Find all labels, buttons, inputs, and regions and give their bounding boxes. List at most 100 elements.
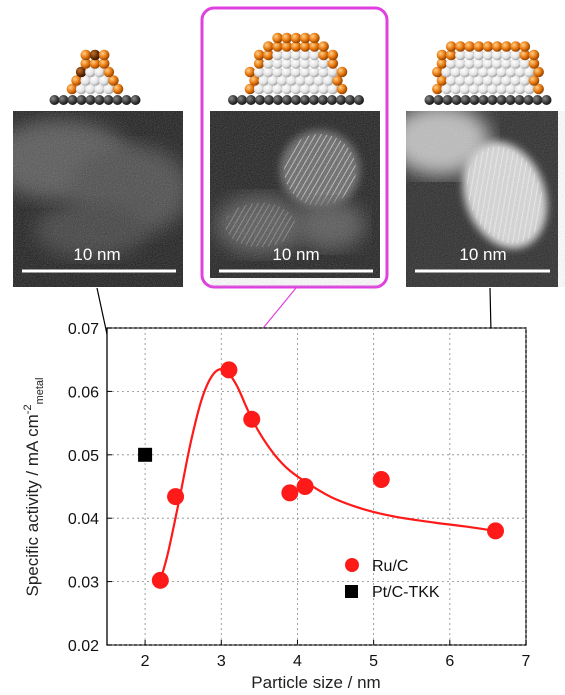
point-ru-c — [281, 484, 299, 502]
particle-atom — [299, 58, 311, 69]
particle-atom — [290, 49, 302, 61]
particle-atom — [436, 49, 448, 61]
y-axis-label-main: Specific activity / mA cm — [23, 414, 42, 596]
x-tick-label: 3 — [217, 653, 226, 670]
particle-atom — [290, 58, 302, 69]
particle-atom — [318, 49, 329, 61]
particle-atom — [299, 32, 311, 44]
particle-atom — [103, 83, 115, 95]
trend-curve — [159, 367, 496, 581]
particle-atom — [281, 66, 293, 78]
particle-atom — [482, 75, 494, 86]
x-tick-label: 7 — [522, 653, 531, 670]
particle-atom — [89, 58, 101, 69]
micrograph-large: 10 nm — [406, 111, 565, 287]
support-atom — [433, 95, 444, 105]
x-tick-label: 6 — [445, 653, 454, 670]
particle-atom — [327, 83, 339, 95]
particle-atom — [519, 75, 531, 86]
support-atom — [85, 95, 96, 105]
support-atom — [523, 95, 534, 105]
particle-atom — [263, 58, 274, 69]
particle-atom — [281, 83, 293, 95]
particle-atom — [98, 75, 110, 86]
support-atom — [103, 95, 114, 105]
y-axis-label-sup: -2 — [22, 404, 34, 414]
particle-atom — [482, 58, 494, 69]
particle-atom — [80, 58, 92, 69]
particle-atom — [290, 41, 302, 52]
particle-atom — [85, 66, 96, 78]
support-atom — [451, 95, 462, 105]
particle-atom — [450, 66, 462, 78]
particle-atom — [281, 41, 293, 52]
particle-atom — [336, 66, 348, 78]
y-axis-label: Specific activity / mA cm-2metal — [22, 377, 46, 596]
particle-atom — [318, 66, 329, 78]
scale-bar-label: 10 nm — [272, 245, 319, 264]
particle-atom — [436, 58, 448, 69]
micrograph-small: 10 nm — [13, 111, 183, 287]
particle-atom — [519, 49, 531, 61]
particle-atom — [108, 75, 119, 86]
legend: Ru/C Pt/C-TKK — [345, 558, 440, 601]
x-tick-labels: 2 3 4 5 6 7 — [141, 653, 531, 670]
particle-atom — [478, 66, 489, 78]
particle-atom — [295, 75, 306, 86]
support-atom — [532, 95, 543, 105]
support-atom — [300, 95, 310, 105]
particle-atom — [519, 58, 531, 69]
support-atom — [541, 95, 552, 105]
particle-atom — [432, 83, 443, 95]
particle-atom — [85, 83, 96, 95]
particle-atom — [533, 66, 544, 78]
particle-atom — [459, 83, 471, 95]
x-tick-label: 2 — [141, 653, 150, 670]
support-atom — [237, 95, 247, 105]
scale-bar-label: 10 nm — [459, 245, 506, 264]
particle-atom — [501, 58, 512, 69]
support-atom — [49, 95, 60, 105]
support-atom — [94, 95, 105, 105]
particle-atom — [514, 83, 526, 95]
legend-marker-ru — [345, 558, 359, 572]
particle-atom — [253, 66, 265, 78]
particle-atom — [336, 83, 348, 95]
particle-atom — [487, 83, 498, 95]
support-atom — [264, 95, 274, 105]
support-atom — [291, 95, 301, 105]
support-atom — [76, 95, 87, 105]
support-atom — [496, 95, 507, 105]
data-points — [138, 361, 505, 589]
y-tick-label: 0.07 — [68, 321, 99, 338]
particle-atom — [267, 75, 279, 86]
y-tick-label: 0.03 — [68, 575, 99, 592]
particle-atom — [89, 75, 101, 86]
particle-atom — [309, 58, 320, 69]
particle-atom — [263, 83, 274, 95]
support-atom — [336, 95, 346, 105]
particle-atom — [519, 41, 531, 52]
particle-atom — [455, 75, 466, 86]
x-tick-label: 5 — [369, 653, 378, 670]
particle-atom — [272, 32, 283, 44]
particle-atom — [473, 58, 485, 69]
particle-atom — [322, 75, 334, 86]
support-atom — [327, 95, 337, 105]
particle-atom — [318, 83, 329, 95]
particle-atom — [272, 83, 283, 95]
x-tick-label: 4 — [293, 653, 302, 670]
particle-atom — [441, 83, 452, 95]
support-atom — [58, 95, 69, 105]
support-atom — [130, 95, 141, 105]
particle-atom — [258, 75, 270, 86]
point-ru-c — [487, 522, 505, 540]
particle-atom — [464, 58, 475, 69]
particle-atom — [244, 66, 256, 78]
particle-atom — [464, 41, 475, 52]
particle-atom — [455, 49, 466, 61]
point-ru-c — [151, 571, 169, 589]
particle-atom — [501, 75, 512, 86]
particle-atom — [309, 32, 320, 44]
particle-atom — [441, 66, 452, 78]
